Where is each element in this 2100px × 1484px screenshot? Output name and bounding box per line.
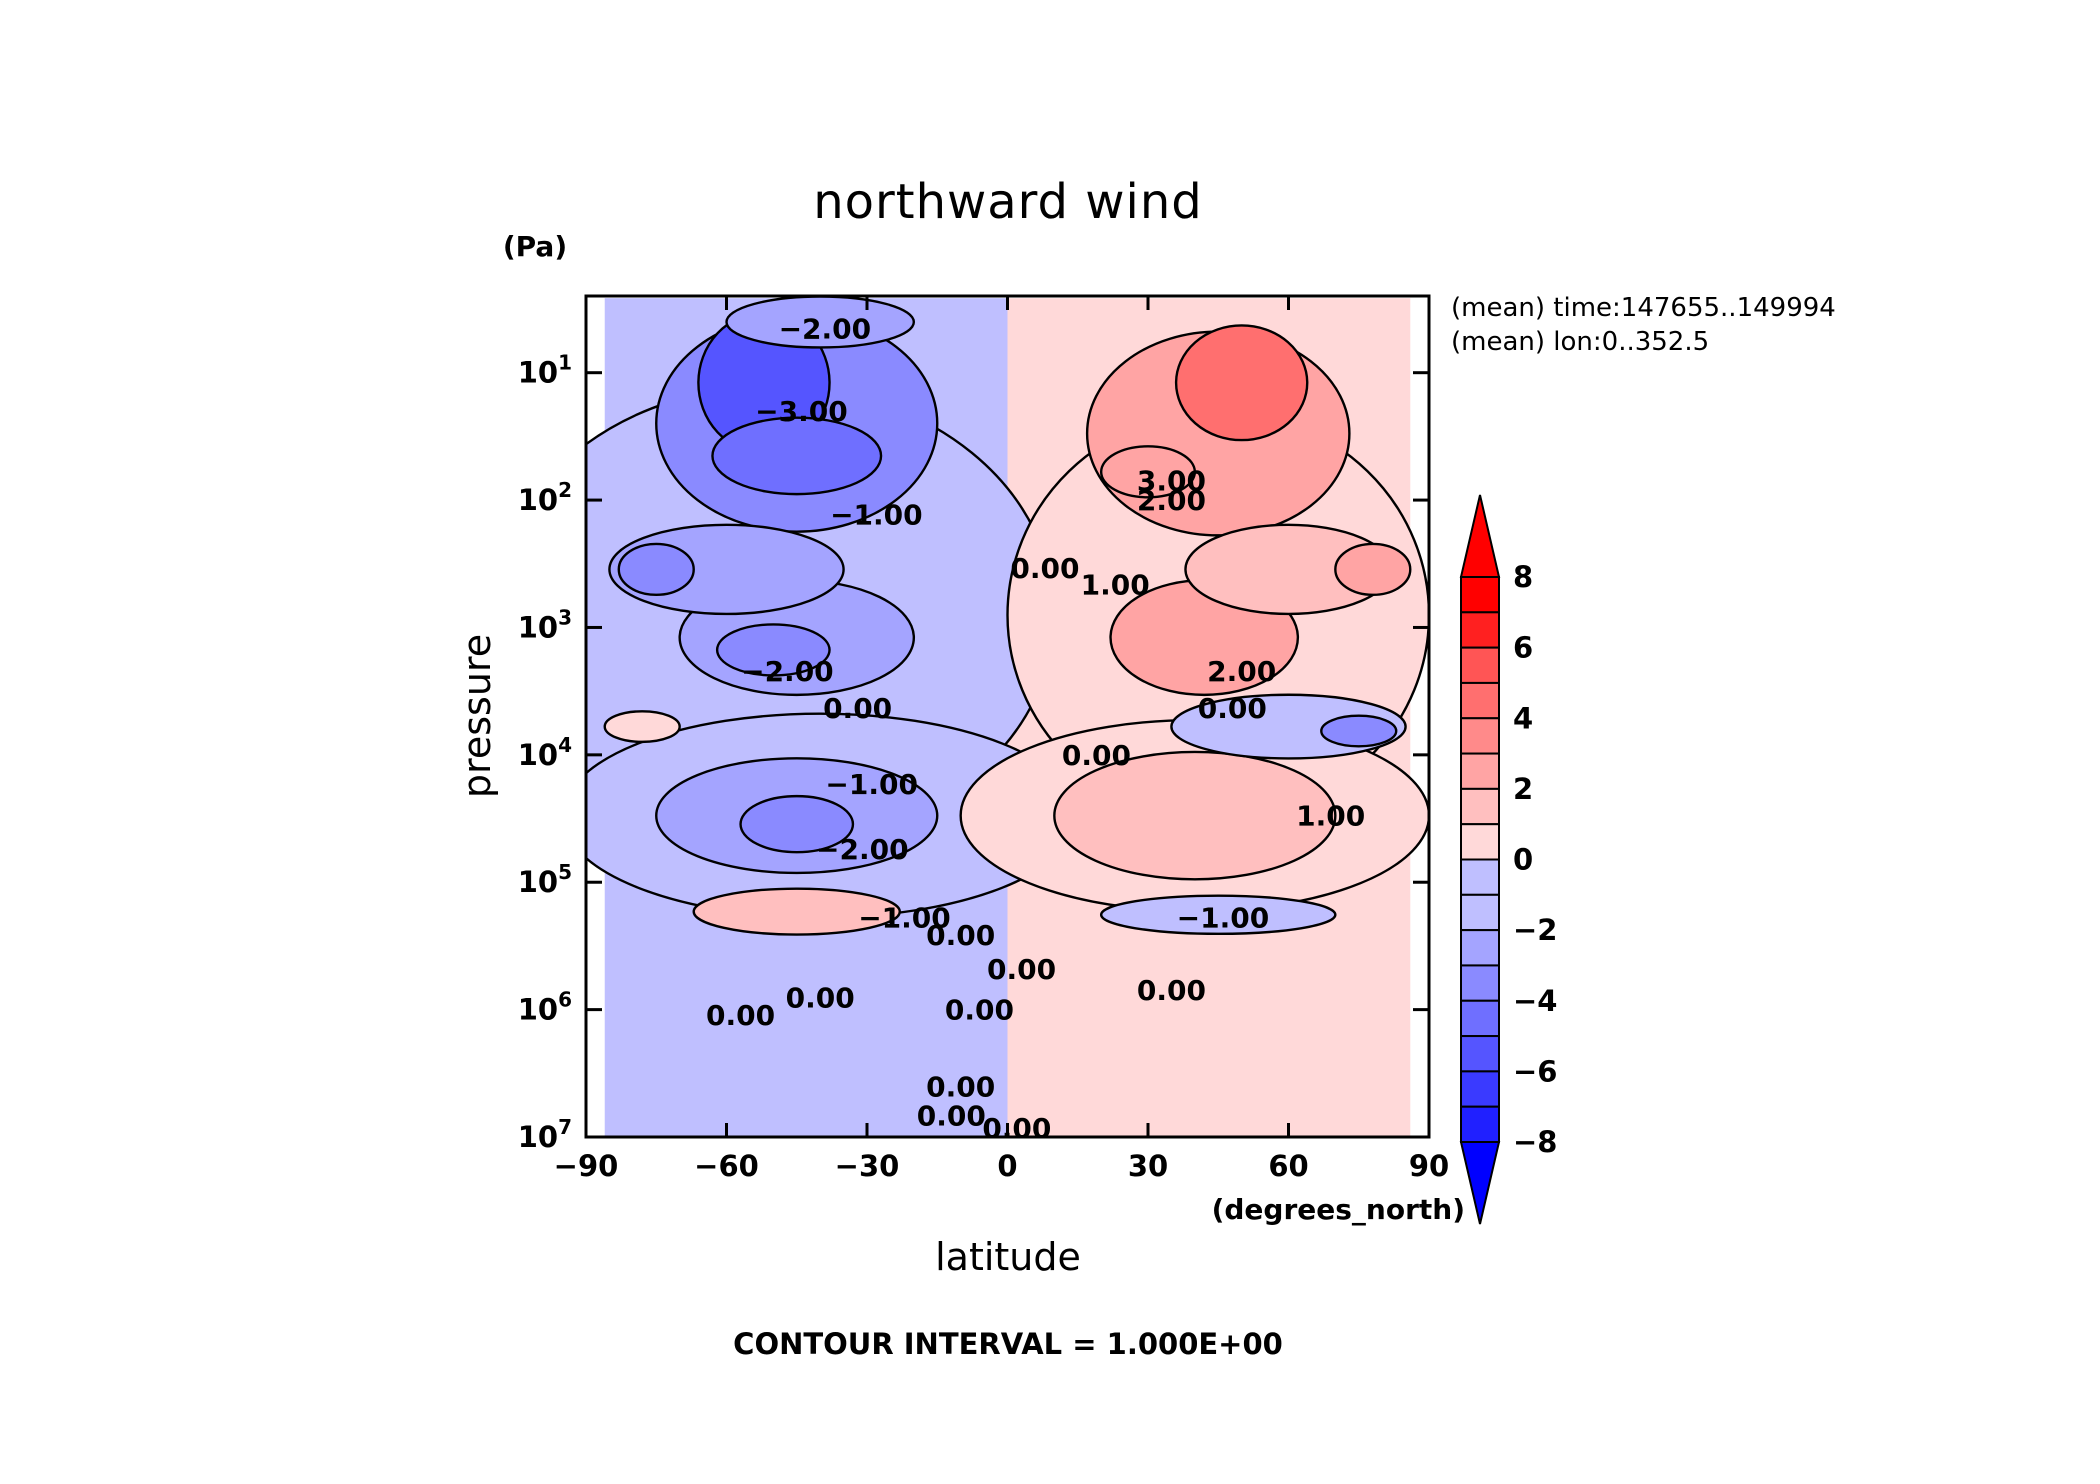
y-tick-label-1: 102: [518, 478, 572, 517]
y-tick-label-2: 103: [518, 605, 572, 644]
colorbar-band-12: [1460, 999, 1500, 1038]
contour-label-23: 0.00: [926, 1070, 995, 1103]
colorbar-band-2: [1460, 646, 1500, 684]
colorbar-extend-min: [1459, 1141, 1501, 1225]
contour-label-7: −2.00: [741, 655, 834, 688]
contour-region-23: [1334, 542, 1412, 597]
contour-label-2: 3.00: [1137, 464, 1206, 497]
y-tick-label-4: 105: [518, 860, 572, 899]
x-tick-label-5: 60: [1268, 1149, 1308, 1183]
contour-region-25: [1320, 714, 1398, 748]
x-axis-label: latitude: [935, 1235, 1081, 1279]
colorbar-tick-label-1: 6: [1513, 631, 1533, 665]
contour-label-8: 2.00: [1207, 655, 1276, 688]
contour-region-13: [1174, 324, 1309, 442]
plot-area: −2.00−3.003.002.00−1.000.001.00−2.00 2.00…: [586, 296, 1429, 1145]
contour-region-19: [739, 794, 855, 854]
contour-label-18: 0.00: [987, 953, 1056, 986]
colorbar-band-4: [1460, 717, 1500, 755]
x-tick-label-1: −60: [694, 1149, 759, 1183]
contour-label-25: 0.00: [982, 1112, 1051, 1145]
colorbar-band-3: [1460, 681, 1500, 720]
contour-label-4: −1.00: [830, 499, 923, 532]
x-tick-label-2: −30: [835, 1149, 900, 1183]
colorbar-band-0: [1460, 576, 1500, 614]
contour-region-21: [1099, 445, 1197, 499]
contour-region-6: [1053, 750, 1337, 881]
chart-title: northward wind: [813, 174, 1203, 230]
x-tick-label-0: −90: [554, 1149, 619, 1183]
y-axis-unit: (Pa): [503, 230, 567, 263]
contour-label-14: −2.00: [816, 833, 909, 866]
contour-label-21: 0.00: [706, 999, 775, 1032]
colorbar-band-9: [1460, 893, 1500, 932]
colorbar-band-6: [1460, 787, 1500, 826]
x-tick-label-4: 30: [1128, 1149, 1168, 1183]
contour-region-24: [603, 710, 681, 744]
x-axis-unit: (degrees_north): [1212, 1193, 1465, 1226]
colorbar-tick-label-6: −4: [1513, 984, 1557, 1018]
x-axis-ticks: −90 −60 −30 0 30 60 90: [554, 296, 1449, 1183]
contour-label-15: −1.00: [858, 902, 951, 935]
contour-label-20: 0.00: [1137, 974, 1206, 1007]
colorbar-band-10: [1460, 929, 1500, 967]
contour-region-17: [692, 887, 901, 936]
contour-labels: −2.00−3.003.002.00−1.000.001.00−2.00 2.00…: [706, 313, 1365, 1145]
contour-label-5: 0.00: [1010, 552, 1079, 585]
contour-field: [586, 296, 1429, 1137]
y-tick-label-5: 106: [518, 988, 572, 1027]
colorbar-band-1: [1460, 611, 1500, 649]
annotation-lon: (mean) lon:0..352.5: [1451, 327, 1709, 357]
contour-label-11: 0.00: [1062, 739, 1131, 772]
colorbar-tick-label-7: −6: [1513, 1054, 1557, 1088]
colorbar-band-13: [1460, 1035, 1500, 1073]
contour-region-20: [715, 623, 831, 677]
contour-interval-note: CONTOUR INTERVAL = 1.000E+00: [733, 1327, 1283, 1361]
contour-region-15: [711, 416, 883, 496]
contour-label-10: 0.00: [1198, 692, 1267, 725]
y-tick-label-0: 101: [518, 351, 572, 390]
y-axis-ticks: 101 102 103 104 105 106 107: [518, 351, 1429, 1154]
colorbar-band-7: [1460, 823, 1500, 861]
annotation-time: (mean) time:147655..149994: [1451, 293, 1836, 323]
colorbar: 8 6 4 2 0 −2 −4 −6 −8: [1459, 494, 1557, 1225]
contour-label-13: 1.00: [1296, 800, 1365, 833]
contour-label-17: −1.00: [1177, 902, 1270, 935]
colorbar-tick-label-3: 2: [1513, 772, 1533, 806]
contour-label-3: 2.00: [1137, 484, 1206, 517]
contour-label-24: 0.00: [917, 1100, 986, 1133]
contour-label-0: −2.00: [779, 313, 872, 346]
contour-label-16: 0.00: [926, 919, 995, 952]
colorbar-band-14: [1460, 1070, 1500, 1108]
contour-label-22: 0.00: [945, 994, 1014, 1027]
colorbar-tick-label-5: −2: [1513, 913, 1557, 947]
contour-label-6: 1.00: [1081, 569, 1150, 602]
x-tick-label-6: 90: [1409, 1149, 1449, 1183]
colorbar-extend-max: [1459, 494, 1501, 578]
colorbar-tick-label-4: 0: [1513, 843, 1533, 877]
contour-label-12: −1.00: [825, 768, 918, 801]
colorbar-band-11: [1460, 964, 1500, 1002]
colorbar-band-8: [1460, 858, 1500, 896]
x-tick-label-3: 0: [997, 1149, 1017, 1183]
contour-label-19: 0.00: [786, 981, 855, 1014]
contour-label-1: −3.00: [755, 395, 848, 428]
contour-region-22: [617, 542, 695, 597]
y-tick-label-6: 107: [518, 1115, 572, 1154]
y-tick-label-3: 104: [518, 733, 572, 772]
colorbar-band-15: [1460, 1105, 1500, 1143]
y-axis-label: pressure: [455, 634, 499, 798]
colorbar-tick-label-0: 8: [1513, 560, 1533, 594]
contour-region-18: [1099, 894, 1337, 936]
colorbar-band-5: [1460, 752, 1500, 790]
contour-label-9: 0.00: [823, 692, 892, 725]
colorbar-tick-label-2: 4: [1513, 701, 1533, 735]
colorbar-tick-label-8: −8: [1513, 1125, 1557, 1159]
